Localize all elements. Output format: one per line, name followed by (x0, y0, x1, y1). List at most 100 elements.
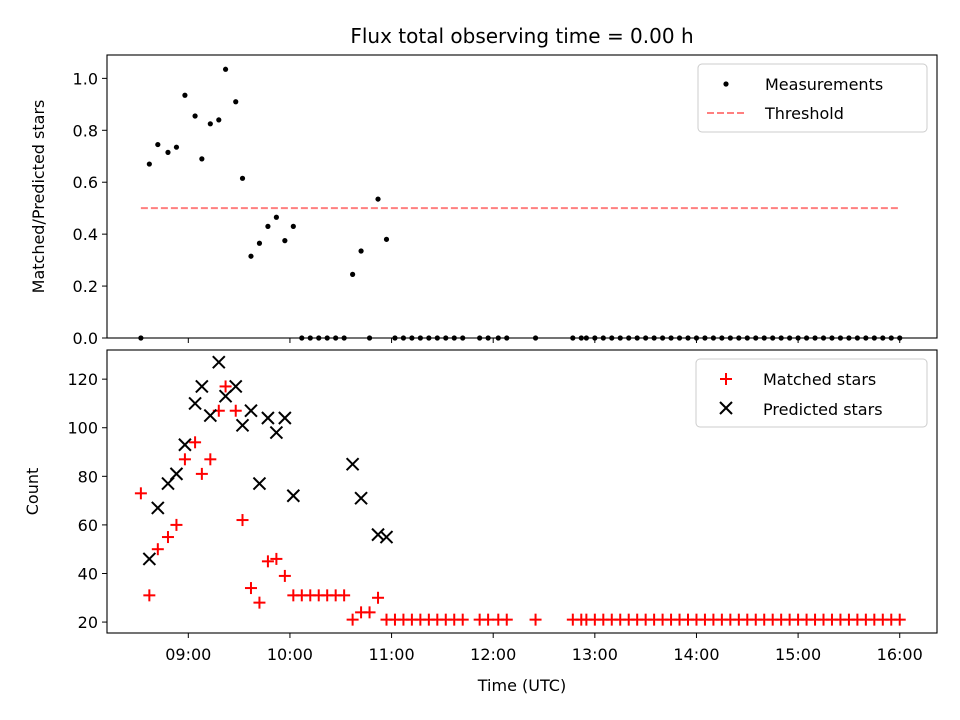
predicted-star-point (229, 379, 243, 394)
measurement-point (222, 66, 229, 72)
matched-star-point (195, 467, 208, 480)
y-tick-label: 0.2 (73, 277, 98, 296)
y-tick-label: 60 (78, 516, 98, 535)
predicted-star-point (169, 467, 184, 481)
predicted-star-point (286, 489, 301, 503)
matched-star-point (143, 589, 156, 602)
measurement-point (358, 248, 364, 254)
matched-star-point (151, 543, 164, 556)
measurement-point (265, 223, 271, 229)
measurement-point (248, 253, 254, 259)
matched-star-point (346, 613, 359, 626)
y-tick-label: 0.4 (73, 225, 98, 244)
predicted-star-point (244, 404, 258, 418)
matched-star-point (134, 487, 147, 500)
measurement-point (216, 117, 222, 123)
measurement-point (182, 92, 188, 98)
top-series-marks (138, 66, 903, 341)
measurement-point (192, 113, 198, 119)
bottom-series-marks (134, 355, 906, 626)
bottom-plot-frame (106, 349, 938, 634)
legend-measurements-marker (723, 81, 729, 87)
top-y-ticks: 0.0 0.2 0.4 0.6 0.8 1.0 (73, 69, 107, 348)
y-tick-label: 120 (67, 370, 98, 389)
y-tick-label: 0.0 (73, 329, 98, 348)
predicted-star-point (212, 355, 226, 369)
legend-matched-marker (720, 373, 732, 385)
predicted-star-point (142, 552, 157, 566)
matched-star-point (178, 453, 191, 466)
matched-star-point (261, 555, 274, 568)
legend-measurements-label: Measurements (765, 75, 883, 94)
measurement-point (233, 99, 239, 105)
bottom-y-axis-label: Count (23, 468, 42, 516)
top-legend-box (697, 63, 928, 133)
x-tick-label: 16:00 (877, 645, 923, 664)
matched-star-point (170, 518, 183, 531)
measurement-point (383, 236, 390, 242)
x-tick-label: 12:00 (470, 645, 516, 664)
matched-star-point (893, 613, 906, 626)
measurement-point (273, 214, 279, 220)
matched-star-point (500, 613, 513, 626)
top-x-ticks (187, 338, 901, 343)
bottom-legend-box (695, 358, 928, 428)
predicted-star-point (379, 530, 394, 544)
matched-star-point (161, 531, 174, 544)
y-tick-label: 100 (67, 419, 98, 438)
legend-predicted-label: Predicted stars (763, 400, 883, 419)
y-tick-label: 0.6 (73, 173, 98, 192)
bottom-legend: Matched stars Predicted stars (695, 358, 928, 428)
matched-star-point (236, 514, 249, 527)
matched-star-point (219, 380, 232, 393)
measurement-point (155, 141, 161, 148)
bottom-y-ticks: 20 40 60 80 100 120 (67, 370, 107, 632)
predicted-star-point (261, 411, 275, 425)
x-tick-label: 13:00 (572, 645, 618, 664)
matched-star-point (456, 613, 469, 626)
predicted-star-point (269, 425, 284, 440)
matched-star-point (270, 552, 283, 565)
measurement-point (290, 223, 296, 229)
chart-title: Flux total observing time = 0.00 h (350, 24, 693, 48)
measurement-point (146, 161, 152, 167)
matched-star-point (244, 582, 257, 595)
bottom-axes: 20 40 60 80 100 120 09:00 10:00 11:00 12:00 13:00… (23, 349, 938, 695)
predicted-star-point (195, 379, 209, 394)
predicted-star-point (278, 411, 292, 425)
bottom-x-axis-label: Time (UTC) (477, 676, 566, 695)
y-tick-label: 20 (78, 613, 98, 632)
predicted-star-point (188, 396, 202, 411)
predicted-star-point (371, 527, 385, 542)
top-axes: 0.0 0.2 0.4 0.6 0.8 1.0 Matched/Predicted sta… (29, 54, 938, 348)
measurement-point (207, 121, 213, 127)
y-tick-label: 0.8 (73, 121, 98, 140)
x-tick-label: 10:00 (267, 645, 313, 664)
y-tick-label: 40 (78, 564, 98, 583)
matched-star-point (482, 613, 495, 626)
predicted-star-point (235, 418, 250, 433)
measurement-point (165, 149, 171, 155)
matched-star-point (529, 613, 542, 626)
matched-star-point (338, 589, 351, 602)
predicted-star-point (151, 501, 165, 515)
legend-threshold-label: Threshold (764, 104, 844, 123)
matched-star-point (372, 591, 385, 604)
top-legend: Measurements Threshold (697, 63, 928, 133)
measurement-point (173, 144, 180, 150)
measurement-point (375, 196, 381, 202)
matched-star-point (204, 453, 217, 466)
legend-predicted-marker (719, 401, 733, 415)
matched-star-point (253, 596, 266, 609)
predicted-star-point (354, 491, 368, 505)
x-tick-label: 15:00 (775, 645, 821, 664)
measurement-point (239, 175, 246, 181)
measurement-point (282, 238, 288, 244)
x-tick-label: 11:00 (369, 645, 415, 664)
matched-star-point (363, 606, 376, 619)
top-plot-frame (106, 54, 938, 339)
y-tick-label: 1.0 (73, 69, 98, 88)
x-tick-label: 14:00 (673, 645, 719, 664)
predicted-star-point (178, 438, 192, 452)
predicted-star-point (203, 408, 218, 423)
